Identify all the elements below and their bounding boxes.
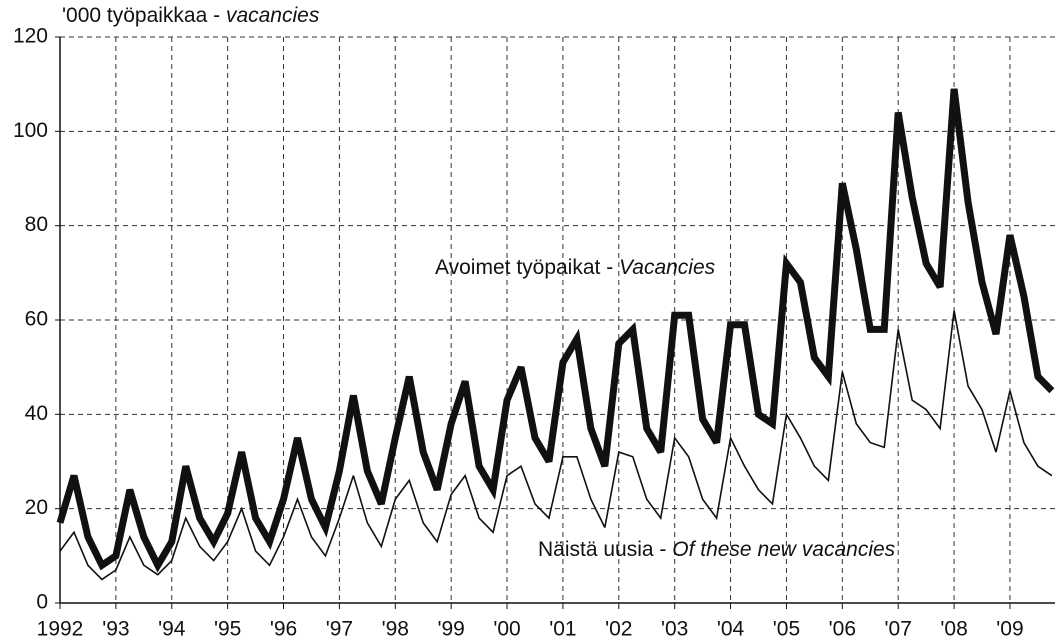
x-tick-label: '93 [102, 618, 129, 641]
y-axis-label-text: '000 työpaikkaa - [62, 4, 226, 27]
series-name: Avoimet työpaikat - [435, 256, 619, 279]
y-tick-label: 0 [36, 591, 48, 614]
series-name-italic: Of these new vacancies [672, 538, 895, 561]
x-tick-label: '02 [605, 618, 632, 641]
series-line [56, 88, 1055, 573]
y-tick-label: 80 [25, 213, 48, 236]
x-tick-label: '08 [940, 618, 967, 641]
x-tick-label: '03 [661, 618, 688, 641]
x-tick-label: '96 [270, 618, 297, 641]
series-annotation: Avoimet työpaikat - Vacancies [435, 256, 716, 279]
y-tick-label: 60 [25, 308, 48, 331]
x-tick-label: '05 [773, 618, 800, 641]
x-tick-label: '09 [996, 618, 1023, 641]
x-tick-label: '98 [382, 618, 409, 641]
y-axis-label: '000 työpaikkaa - vacancies [62, 4, 320, 27]
x-tick-label: '04 [717, 618, 745, 641]
y-tick-label: 100 [13, 119, 48, 142]
series-annotation: Näistä uusia - Of these new vacancies [538, 538, 896, 561]
x-tick-label: '06 [829, 618, 856, 641]
x-tick-label: '07 [885, 618, 912, 641]
x-tick-label: '00 [493, 618, 520, 641]
x-tick-label: 1992 [37, 618, 84, 641]
series-name: Näistä uusia - [538, 538, 672, 561]
x-tick-label: '97 [326, 618, 353, 641]
y-tick-label: 40 [25, 402, 48, 425]
x-tick-label: '94 [158, 618, 186, 641]
series-line [59, 310, 1053, 581]
x-tick-label: '99 [437, 618, 464, 641]
y-tick-label: 120 [13, 25, 48, 48]
x-tick-label: '01 [549, 618, 576, 641]
y-axis-label-italic: vacancies [226, 4, 320, 27]
y-tick-label: 20 [25, 496, 48, 519]
series-name-italic: Vacancies [619, 256, 716, 279]
x-tick-label: '95 [214, 618, 241, 641]
